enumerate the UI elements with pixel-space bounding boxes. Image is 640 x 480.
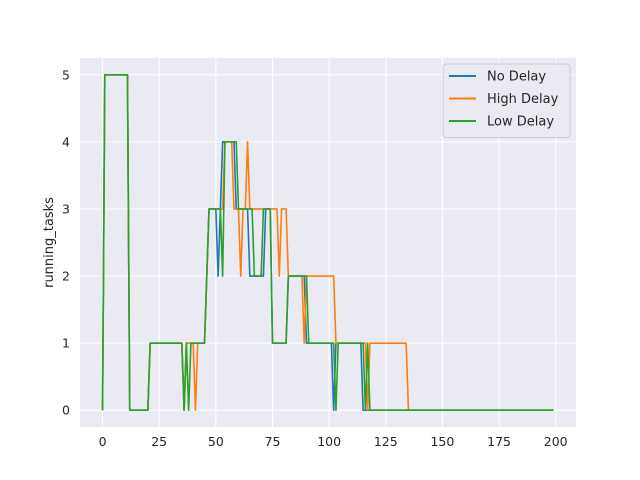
legend-label: Low Delay: [487, 115, 554, 130]
x-tick-label: 175: [487, 434, 511, 449]
x-tick-label: 200: [544, 434, 568, 449]
y-tick-label: 3: [62, 201, 70, 216]
y-tick-label: 1: [62, 336, 70, 351]
y-tick-label: 4: [62, 134, 70, 149]
y-axis-label: running_tasks: [42, 197, 57, 288]
x-tick-label: 100: [317, 434, 341, 449]
x-tick-label: 25: [151, 434, 167, 449]
y-axis-ticks: 0 1 2 3 4 5: [62, 67, 70, 417]
legend-label: High Delay: [487, 92, 559, 107]
y-tick-label: 2: [62, 269, 70, 284]
x-tick-label: 125: [374, 434, 398, 449]
legend: No Delay High Delay Low Delay: [442, 63, 571, 138]
y-tick-label: 5: [62, 67, 70, 82]
legend-box: [442, 63, 571, 138]
x-axis-ticks: 0 25 50 75 100 125 150 175 200: [99, 434, 568, 449]
legend-label: No Delay: [487, 70, 546, 85]
x-tick-label: 50: [208, 434, 224, 449]
y-tick-label: 0: [62, 403, 70, 418]
series-line-2: [101, 73, 554, 412]
x-tick-label: 75: [265, 434, 281, 449]
x-tick-label: 0: [99, 434, 107, 449]
series-group: [101, 73, 554, 412]
x-tick-label: 150: [430, 434, 454, 449]
